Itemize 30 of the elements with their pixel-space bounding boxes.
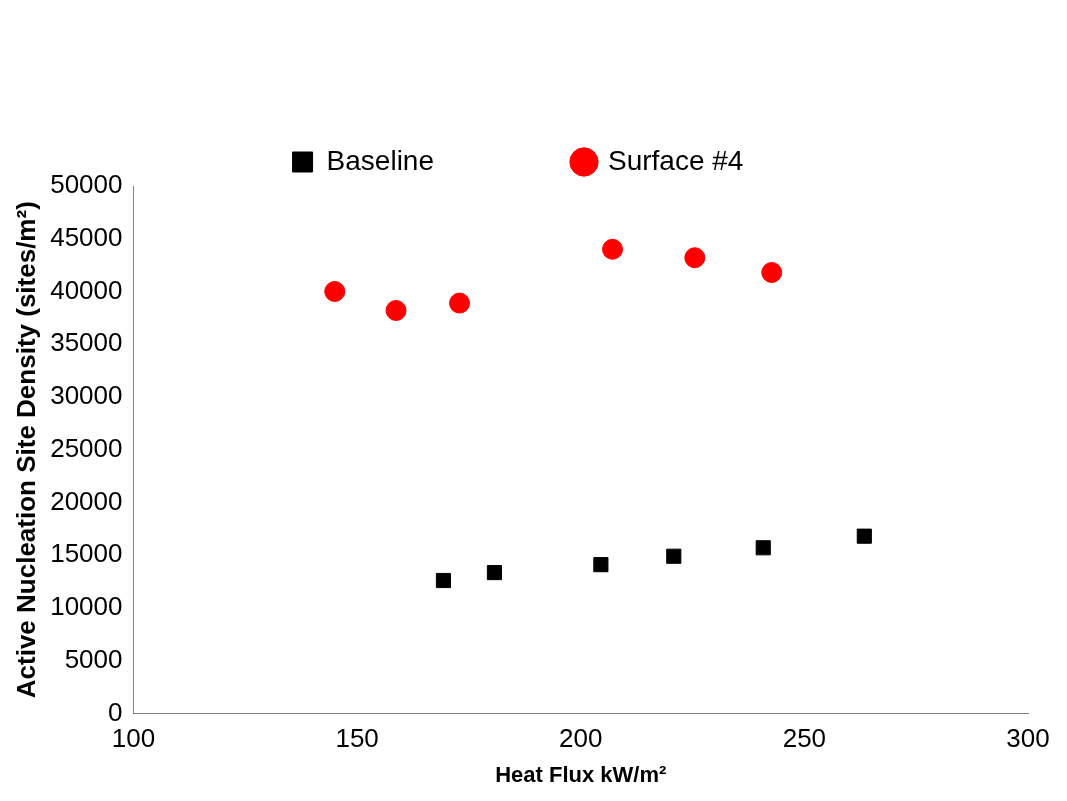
- legend-label: Baseline: [326, 144, 434, 176]
- point: [486, 565, 502, 581]
- y-tick-label: 20000: [50, 485, 123, 516]
- y-tick-label: 40000: [50, 274, 123, 305]
- point: [856, 528, 872, 544]
- point: [324, 280, 346, 302]
- y-tick-label: 25000: [50, 432, 123, 463]
- x-tick-label: 250: [782, 723, 827, 754]
- y-axis-title: Active Nucleation Site Density (sites/m²): [10, 201, 41, 699]
- x-tick-label: 150: [335, 723, 379, 754]
- point: [449, 292, 471, 314]
- point: [435, 572, 452, 589]
- point: [761, 261, 783, 283]
- point: [602, 238, 624, 260]
- x-axis-title: Heat Flux kW/m²: [495, 761, 667, 787]
- y-tick-label: 15000: [50, 538, 123, 569]
- point: [755, 540, 771, 556]
- y-tick-label: 10000: [50, 591, 123, 622]
- x-tick-label: 200: [559, 723, 603, 754]
- y-tick-label: 45000: [50, 221, 123, 252]
- y-tick-label: 50000: [50, 169, 123, 200]
- y-tick-label: 35000: [50, 327, 123, 358]
- point: [385, 299, 407, 321]
- x-tick-label: 300: [1006, 723, 1050, 754]
- point: [593, 557, 609, 573]
- legend-label: Surface #4: [607, 144, 744, 176]
- point: [666, 548, 682, 564]
- point: [684, 247, 706, 269]
- y-tick-label: 5000: [64, 643, 123, 674]
- y-tick-label: 30000: [50, 380, 123, 411]
